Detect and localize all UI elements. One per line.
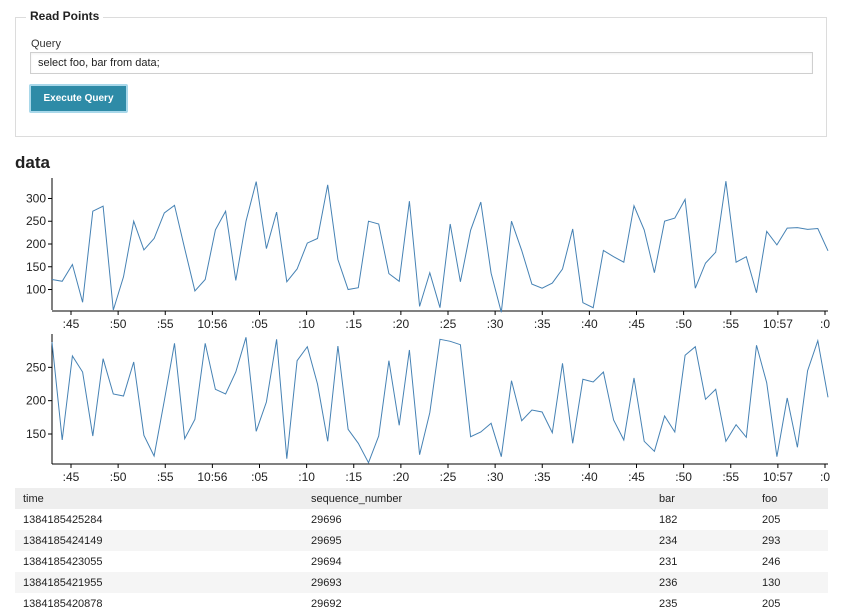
y-tick-label: 150 — [26, 427, 46, 441]
column-header-time: time — [23, 492, 44, 505]
y-tick-label: 200 — [26, 394, 46, 408]
foo-line-chart: 150 200 250 :45 :50 :55 10:56 :05 :10 :15 :20 :25 :3… — [26, 334, 830, 484]
x-tick-label: :50 — [110, 470, 127, 484]
x-tick-label: :55 — [157, 317, 174, 331]
bar-line-chart: 100 150 200 250 300 :45 :50 :55 10:56 :05 :10 :15 :2… — [26, 178, 830, 331]
query-label: Query — [31, 38, 61, 50]
x-tick-label: 10:56 — [197, 317, 227, 331]
x-tick-label: :45 — [63, 317, 80, 331]
cell-sequence-number: 29692 — [311, 597, 342, 610]
x-tick-label: :0 — [820, 317, 830, 331]
cell-bar: 235 — [659, 597, 678, 610]
column-header-bar: bar — [659, 492, 675, 505]
y-tick-label: 250 — [26, 214, 46, 228]
x-tick-label: :50 — [110, 317, 127, 331]
x-tick-label: :30 — [487, 317, 504, 331]
table-row: 1384185421955 29693 236 130 — [15, 572, 828, 593]
x-tick-label: :55 — [722, 470, 739, 484]
x-tick-label: :55 — [722, 317, 739, 331]
cell-bar: 234 — [659, 534, 678, 547]
series-line — [51, 337, 829, 464]
x-tick-label: :40 — [581, 470, 598, 484]
cell-foo: 293 — [762, 534, 781, 547]
x-tick-label: :25 — [440, 317, 457, 331]
results-table: time sequence_number bar foo 13841854252… — [15, 488, 828, 614]
x-tick-label: :05 — [251, 317, 268, 331]
cell-sequence-number: 29693 — [311, 576, 342, 589]
x-tick-label: :40 — [581, 317, 598, 331]
x-tick-label: :50 — [675, 317, 692, 331]
cell-time: 1384185420878 — [23, 597, 103, 610]
cell-bar: 231 — [659, 555, 678, 568]
y-tick-label: 250 — [26, 360, 46, 374]
x-tick-label: :10 — [298, 317, 315, 331]
cell-sequence-number: 29694 — [311, 555, 342, 568]
cell-time: 1384185424149 — [23, 534, 103, 547]
x-tick-label: :45 — [628, 317, 645, 331]
cell-sequence-number: 29695 — [311, 534, 342, 547]
cell-foo: 246 — [762, 555, 781, 568]
table-header-row: time sequence_number bar foo — [15, 488, 828, 509]
column-header-sequence-number: sequence_number — [311, 492, 403, 505]
table-row: 1384185425284 29696 182 205 — [15, 509, 828, 530]
x-tick-label: 10:57 — [763, 317, 793, 331]
x-tick-label: :35 — [534, 317, 551, 331]
table-row: 1384185424149 29695 234 293 — [15, 530, 828, 551]
table-row: 1384185420878 29692 235 205 — [15, 593, 828, 614]
cell-foo: 205 — [762, 513, 781, 526]
read-points-panel — [15, 17, 827, 137]
x-tick-label: :25 — [440, 470, 457, 484]
x-tick-label: :0 — [820, 470, 830, 484]
x-tick-label: :15 — [345, 317, 362, 331]
cell-sequence-number: 29696 — [311, 513, 342, 526]
query-input[interactable] — [30, 52, 813, 74]
y-tick-label: 300 — [26, 191, 46, 205]
x-tick-label: :20 — [393, 470, 410, 484]
x-tick-label: :30 — [487, 470, 504, 484]
x-tick-label: :45 — [628, 470, 645, 484]
x-tick-label: :35 — [534, 470, 551, 484]
cell-bar: 182 — [659, 513, 678, 526]
x-tick-label: :45 — [63, 470, 80, 484]
cell-bar: 236 — [659, 576, 678, 589]
table-row: 1384185423055 29694 231 246 — [15, 551, 828, 572]
x-tick-label: :20 — [393, 317, 410, 331]
series-title: data — [15, 153, 50, 172]
read-points-legend: Read Points — [26, 9, 104, 23]
x-tick-label: :55 — [157, 470, 174, 484]
cell-foo: 205 — [762, 597, 781, 610]
x-tick-label: :15 — [345, 470, 362, 484]
x-tick-label: 10:57 — [763, 470, 793, 484]
x-tick-label: :05 — [251, 470, 268, 484]
cell-time: 1384185423055 — [23, 555, 103, 568]
cell-foo: 130 — [762, 576, 781, 589]
x-tick-label: :50 — [675, 470, 692, 484]
cell-time: 1384185421955 — [23, 576, 103, 589]
y-tick-label: 200 — [26, 237, 46, 251]
x-tick-label: :10 — [298, 470, 315, 484]
x-tick-label: 10:56 — [197, 470, 227, 484]
execute-query-button[interactable]: Execute Query — [29, 84, 128, 113]
series-line — [51, 181, 829, 313]
cell-time: 1384185425284 — [23, 513, 103, 526]
y-tick-label: 100 — [26, 283, 46, 297]
y-tick-label: 150 — [26, 260, 46, 274]
column-header-foo: foo — [762, 492, 778, 505]
